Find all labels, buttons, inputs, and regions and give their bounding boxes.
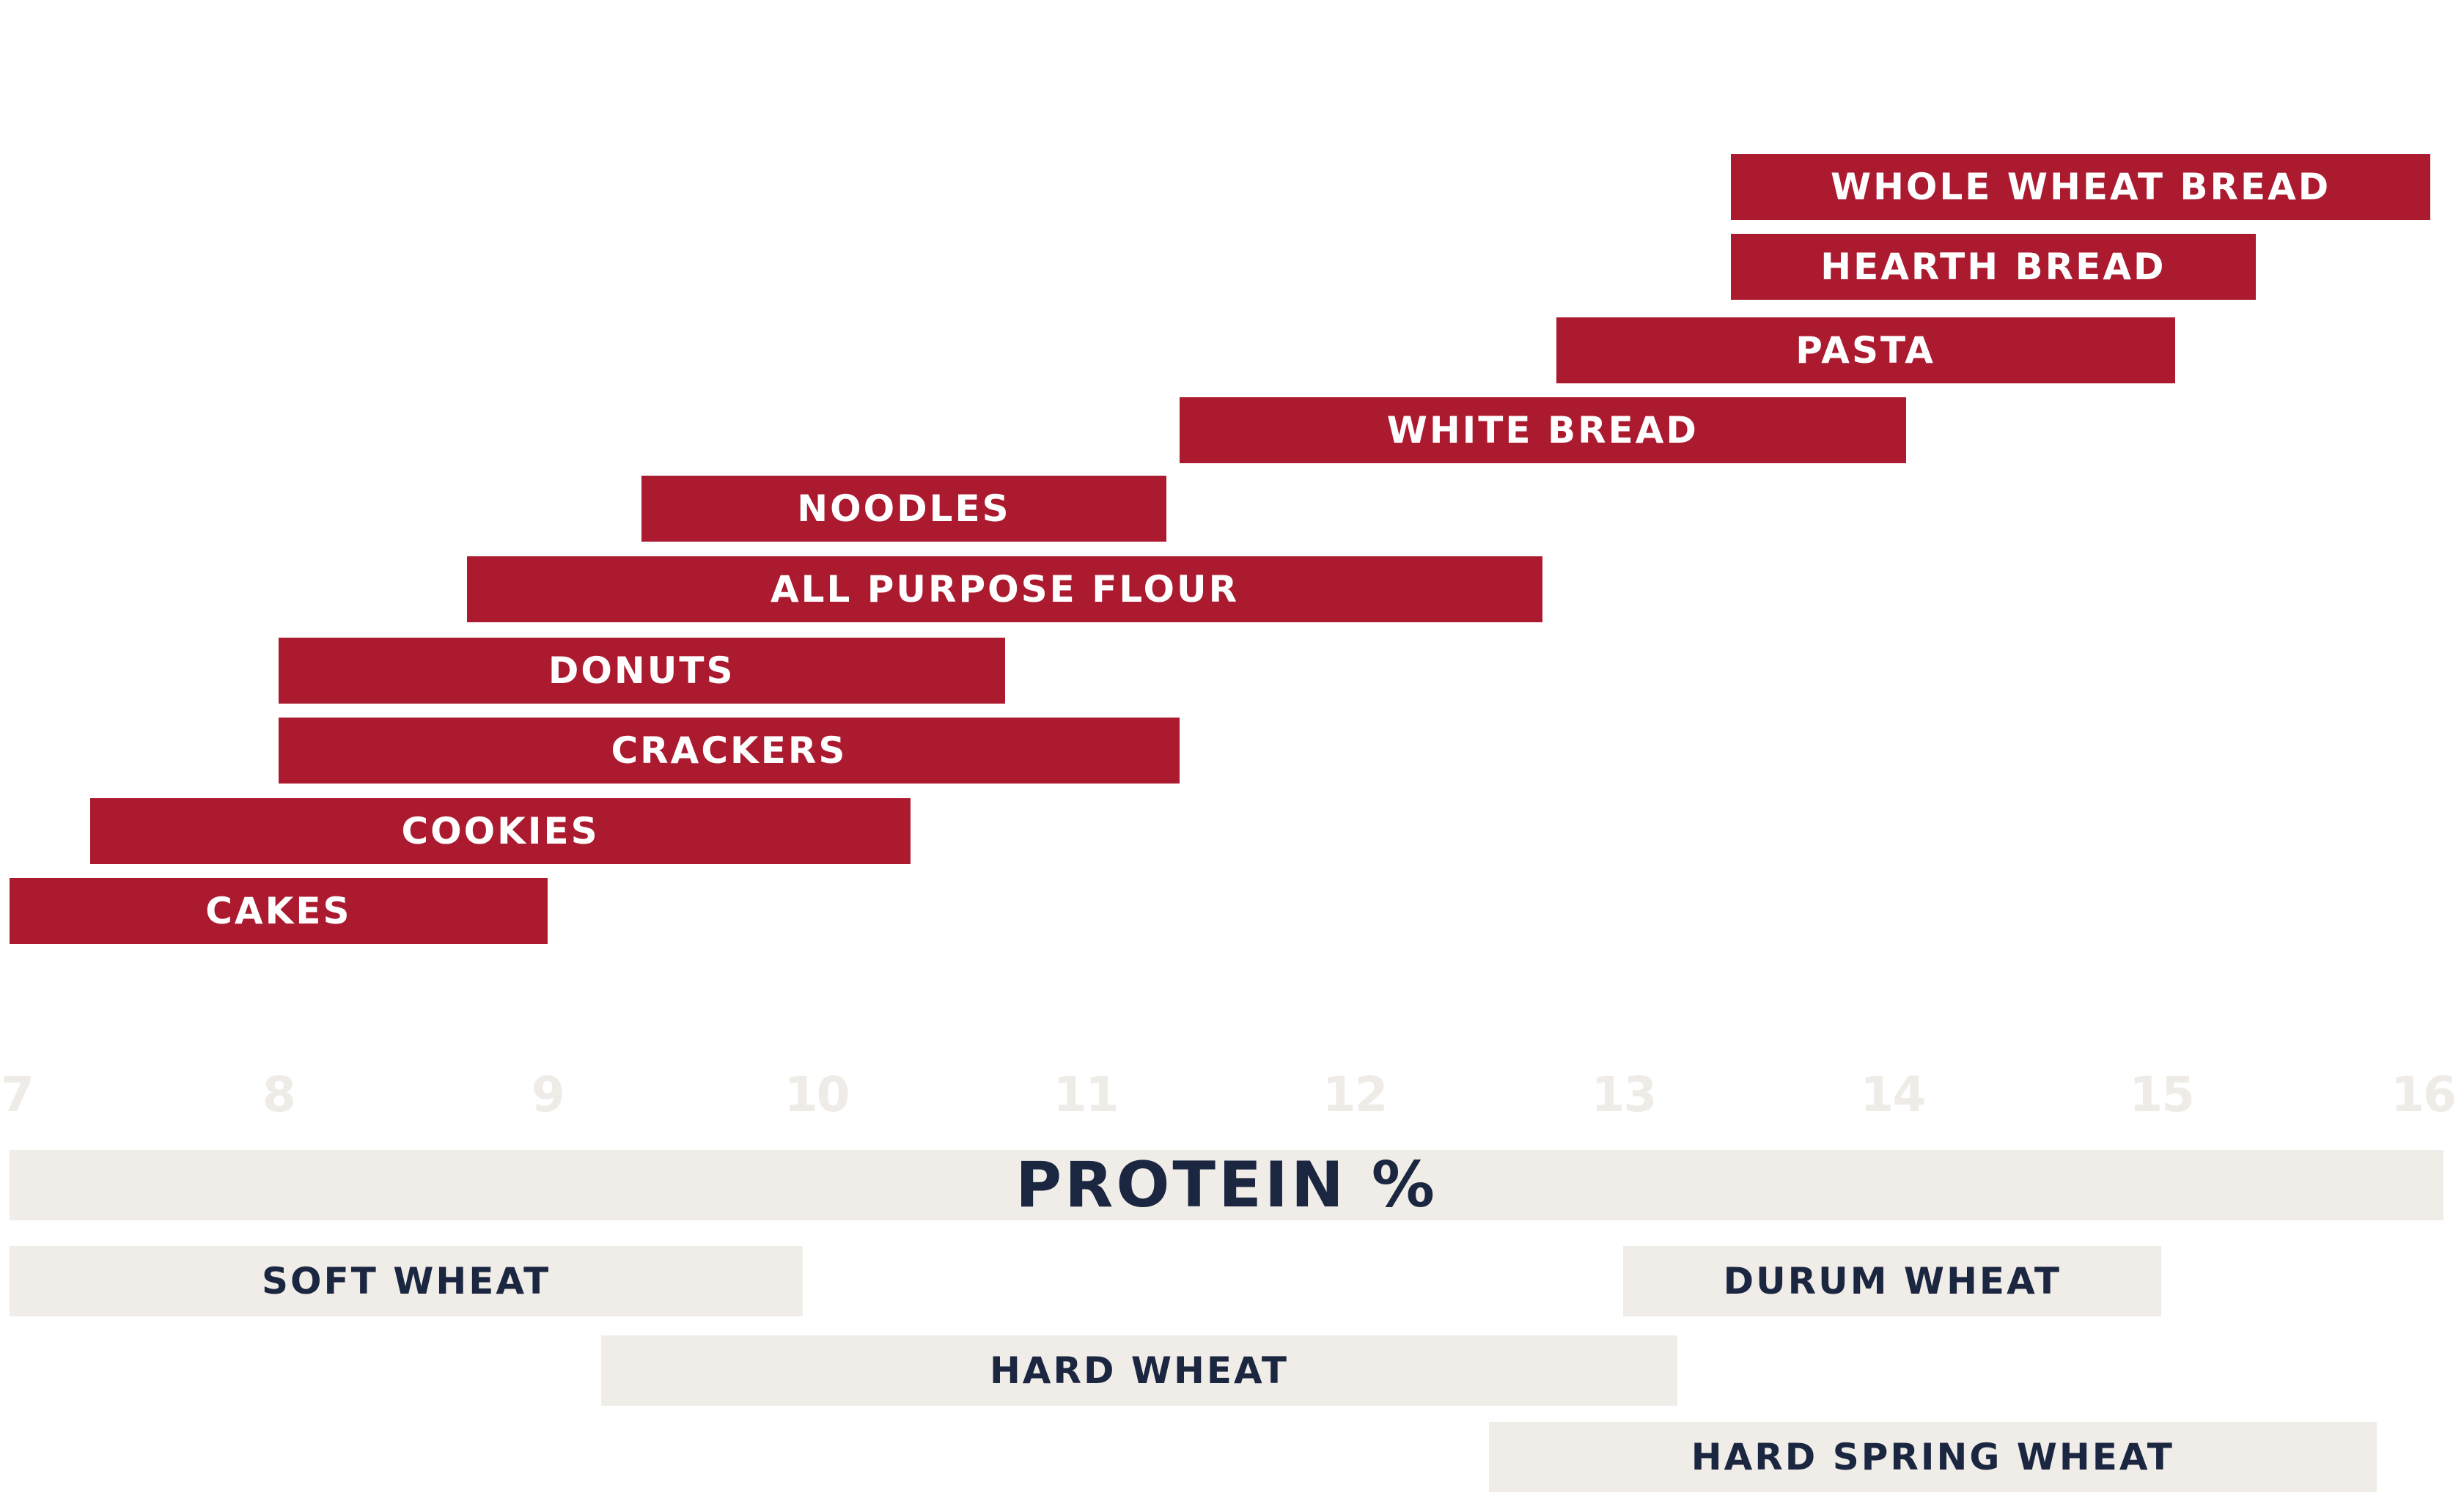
bar-noodles: NOODLES xyxy=(641,476,1166,542)
bar-label: CRACKERS xyxy=(611,729,847,772)
bar-label: HARD WHEAT xyxy=(989,1349,1289,1392)
x-tick-label: 8 xyxy=(262,1066,296,1123)
bar-label: NOODLES xyxy=(797,487,1011,530)
bar-label: CAKES xyxy=(205,890,352,932)
bar-hard-wheat: HARD WHEAT xyxy=(601,1335,1677,1406)
bar-label: DURUM WHEAT xyxy=(1723,1260,2062,1302)
x-tick-label: 11 xyxy=(1053,1066,1119,1123)
bar-all-purpose-flour: ALL PURPOSE FLOUR xyxy=(466,556,1543,622)
bar-label: DONUTS xyxy=(548,649,735,692)
bar-donuts: DONUTS xyxy=(278,638,1005,704)
x-tick-label: 7 xyxy=(1,1066,34,1123)
x-tick-label: 12 xyxy=(1322,1066,1389,1123)
bar-label: PASTA xyxy=(1795,329,1935,372)
x-tick-label: 14 xyxy=(1860,1066,1926,1123)
x-axis-title: PROTEIN % xyxy=(1015,1149,1438,1222)
x-tick-label: 9 xyxy=(531,1066,565,1123)
bar-soft-wheat: SOFT WHEAT xyxy=(10,1246,803,1316)
bar-crackers: CRACKERS xyxy=(278,718,1180,784)
bar-label: WHOLE WHEAT BREAD xyxy=(1830,166,2331,208)
bar-durum-wheat: DURUM WHEAT xyxy=(1623,1246,2162,1316)
x-tick-label: 15 xyxy=(2129,1066,2195,1123)
bar-cookies: COOKIES xyxy=(90,798,911,864)
x-tick-label: 10 xyxy=(784,1066,850,1123)
bar-white-bread: WHITE BREAD xyxy=(1180,397,1906,463)
x-tick-label: 13 xyxy=(1591,1066,1657,1123)
x-tick-label: 16 xyxy=(2391,1066,2457,1123)
bar-label: HARD SPRING WHEAT xyxy=(1691,1436,2174,1478)
x-axis-title-band: PROTEIN % xyxy=(10,1149,2443,1222)
bar-label: HEARTH BREAD xyxy=(1820,246,2166,288)
bar-hearth-bread: HEARTH BREAD xyxy=(1731,234,2256,300)
bar-whole-wheat-bread: WHOLE WHEAT BREAD xyxy=(1731,154,2431,220)
bar-cakes: CAKES xyxy=(10,878,548,944)
bar-pasta: PASTA xyxy=(1556,317,2175,383)
bar-label: SOFT WHEAT xyxy=(262,1260,551,1302)
bar-label: COOKIES xyxy=(401,810,600,852)
bar-label: WHITE BREAD xyxy=(1386,409,1699,451)
bar-hard-spring-wheat: HARD SPRING WHEAT xyxy=(1488,1422,2377,1492)
bar-label: ALL PURPOSE FLOUR xyxy=(770,568,1240,611)
